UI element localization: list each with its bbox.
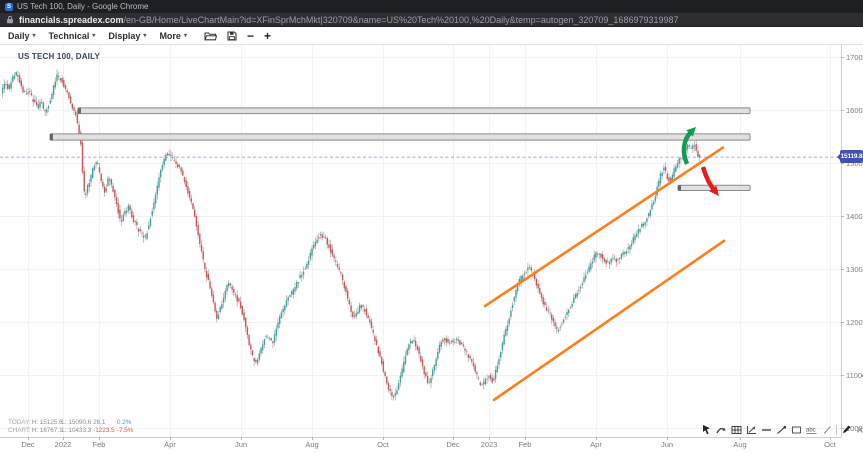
instrument-label: US TECH 100, DAILY bbox=[18, 52, 100, 61]
svg-text:Aug: Aug bbox=[733, 440, 746, 449]
save-icon[interactable] bbox=[227, 30, 237, 41]
curved-arrow-icon[interactable] bbox=[716, 425, 727, 435]
chevron-down-icon: ▾ bbox=[143, 33, 147, 39]
chart-change: -1223.5 bbox=[93, 427, 115, 434]
svg-text:Jun: Jun bbox=[661, 440, 673, 449]
price-status: TODAY: H: 15125.6 L: 15090.6 26.1 0.2% C… bbox=[8, 419, 133, 435]
svg-text:Oct: Oct bbox=[824, 440, 837, 449]
svg-text:Dec: Dec bbox=[21, 440, 35, 449]
svg-text:13000: 13000 bbox=[846, 265, 863, 274]
supply-zone[interactable] bbox=[77, 107, 751, 115]
gridlines bbox=[0, 45, 841, 438]
window-titlebar: S US Tech 100, Daily - Google Chrome bbox=[0, 0, 863, 13]
trendline[interactable] bbox=[492, 239, 726, 402]
status-row-chart: CHART: H: 16767.1 L: 10433.3 -1223.5 -7.… bbox=[8, 427, 133, 435]
menu-more-label: More bbox=[159, 30, 181, 41]
chart-label: CHART: bbox=[8, 427, 31, 434]
trendline-icon[interactable] bbox=[776, 425, 787, 435]
svg-text:Apr: Apr bbox=[590, 440, 602, 449]
svg-text:Dec: Dec bbox=[446, 440, 460, 449]
close-icon[interactable] bbox=[856, 426, 863, 434]
zone-handle bbox=[50, 133, 53, 141]
supply-zone[interactable] bbox=[49, 133, 751, 141]
chart-change-pct: -7.5% bbox=[116, 427, 134, 434]
svg-text:Jun: Jun bbox=[235, 440, 247, 449]
status-row-today: TODAY: H: 15125.6 L: 15090.6 26.1 0.2% bbox=[8, 419, 133, 427]
site-favicon-icon: S bbox=[5, 2, 13, 11]
zone-handle bbox=[678, 185, 681, 191]
svg-text:12000: 12000 bbox=[846, 318, 863, 327]
trend-arrow-down[interactable] bbox=[700, 166, 719, 196]
chart-high: H: 16767.1 bbox=[31, 427, 63, 434]
x-axis-labels: Dec 2022 Feb Apr Jun Aug Oct Dec 2023 Feb Apr Jun Au… bbox=[21, 437, 837, 449]
chevron-down-icon: ▾ bbox=[32, 33, 36, 39]
svg-text:10000: 10000 bbox=[846, 424, 863, 433]
toolbar-divider bbox=[836, 424, 837, 435]
svg-text:Feb: Feb bbox=[93, 440, 106, 449]
trendline[interactable] bbox=[483, 146, 725, 308]
svg-text:2022: 2022 bbox=[55, 440, 72, 449]
svg-text:2023: 2023 bbox=[481, 440, 498, 449]
axes bbox=[0, 45, 842, 438]
menu-technical[interactable]: Technical ▾ bbox=[49, 31, 96, 41]
zone-handle bbox=[78, 107, 81, 114]
y-axis-labels: 17000 16000 15000 14000 13000 12000 11000 10000 bbox=[841, 53, 863, 433]
text-abc-icon[interactable]: abc bbox=[806, 425, 819, 435]
pen-icon[interactable] bbox=[841, 424, 852, 435]
svg-text:11000: 11000 bbox=[846, 371, 863, 380]
svg-text:Feb: Feb bbox=[519, 440, 532, 449]
open-folder-icon[interactable] bbox=[204, 31, 217, 41]
candles-layer[interactable] bbox=[1, 69, 701, 401]
svg-text:15000: 15000 bbox=[846, 159, 863, 168]
today-change: 26.1 bbox=[93, 419, 106, 426]
rectangle-icon[interactable] bbox=[791, 425, 802, 435]
drawing-toolbar: abc bbox=[702, 424, 863, 435]
svg-text:abc: abc bbox=[806, 427, 816, 433]
axes-scale-icon[interactable] bbox=[746, 425, 757, 435]
menu-technical-label: Technical bbox=[48, 30, 90, 41]
horizontal-line-icon[interactable] bbox=[761, 425, 772, 435]
url-bar[interactable]: financials.spreadex.com/en-GB/Home/LiveC… bbox=[0, 13, 863, 27]
today-change-pct: 0.2% bbox=[116, 419, 132, 426]
window-title: US Tech 100, Daily - Google Chrome bbox=[17, 2, 149, 11]
grid-icon[interactable] bbox=[731, 425, 742, 435]
cursor-icon[interactable] bbox=[702, 424, 712, 435]
chart-low: L: 10433.3 bbox=[61, 427, 92, 434]
svg-text:17000: 17000 bbox=[846, 53, 863, 62]
menu-display[interactable]: Display ▾ bbox=[108, 31, 146, 41]
padlock-icon[interactable] bbox=[6, 15, 14, 24]
zoom-out-button[interactable]: − bbox=[246, 28, 254, 43]
menu-daily-label: Daily bbox=[8, 30, 30, 41]
svg-text:Oct: Oct bbox=[377, 440, 390, 449]
svg-text:16000: 16000 bbox=[846, 106, 863, 115]
chevron-down-icon: ▾ bbox=[183, 33, 187, 39]
zoom-in-button[interactable]: + bbox=[263, 28, 271, 43]
current-price-badge: 15119.8 bbox=[837, 150, 863, 163]
menu-more[interactable]: More ▾ bbox=[159, 31, 187, 41]
url-text[interactable]: financials.spreadex.com/en-GB/Home/LiveC… bbox=[19, 14, 679, 25]
diagonal-line-icon[interactable] bbox=[823, 425, 832, 435]
svg-text:Aug: Aug bbox=[305, 440, 318, 449]
today-label: TODAY: bbox=[8, 419, 31, 426]
trend-arrow-up[interactable] bbox=[681, 127, 696, 165]
svg-text:14000: 14000 bbox=[846, 212, 863, 221]
chevron-down-icon: ▾ bbox=[92, 33, 96, 39]
today-low: L: 15090.6 bbox=[61, 419, 92, 426]
menu-display-label: Display bbox=[108, 30, 141, 41]
today-high: H: 15125.6 bbox=[31, 419, 63, 426]
chart-toolbar: Daily ▾ Technical ▾ Display ▾ More ▾ − + bbox=[0, 27, 863, 45]
menu-daily[interactable]: Daily ▾ bbox=[8, 31, 36, 41]
svg-text:Apr: Apr bbox=[164, 440, 176, 449]
